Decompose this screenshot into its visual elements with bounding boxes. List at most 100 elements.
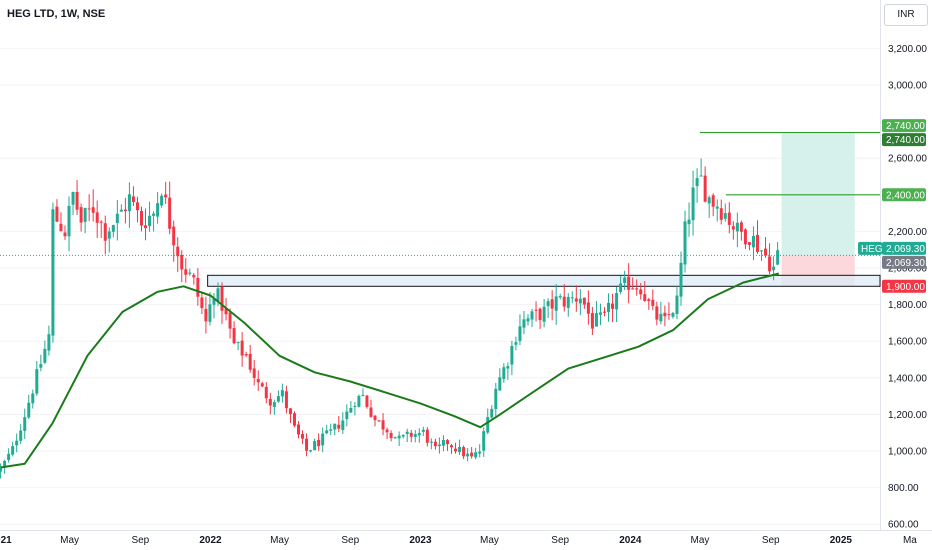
candle-up <box>494 388 498 410</box>
candle-up <box>188 272 192 274</box>
candle-up <box>51 209 55 336</box>
candle-up <box>546 301 550 307</box>
candle-down <box>586 302 590 314</box>
candle-down <box>292 413 296 426</box>
candle-up <box>522 319 526 328</box>
candle-down <box>103 223 107 241</box>
time-axis-tick-label: May <box>270 535 289 546</box>
candle-down <box>739 222 743 232</box>
candle-up <box>27 402 31 418</box>
candle-down <box>260 383 264 387</box>
symbol-tag-label: HEG <box>861 244 883 255</box>
candle-up <box>47 334 51 351</box>
candle-down <box>204 308 208 322</box>
candle-up <box>466 453 470 457</box>
candle-down <box>534 309 538 311</box>
candle-up <box>598 312 602 315</box>
candle-up <box>216 288 220 301</box>
candle-down <box>450 445 454 448</box>
target-lines-layer <box>699 131 880 196</box>
time-axis-tick-label: Sep <box>131 535 149 546</box>
candle-up <box>23 417 27 431</box>
candle-down <box>454 448 458 452</box>
candle-down <box>647 299 651 302</box>
candle-up <box>272 402 276 408</box>
time-axis[interactable]: 2021 May Sep 2022 May Sep 2023 May Sep 2024 May Sep… <box>0 535 917 546</box>
candle-up <box>152 213 156 216</box>
candle-up <box>478 451 482 454</box>
candles-layer <box>0 158 780 479</box>
candle-down <box>224 308 228 315</box>
candle-up <box>15 440 19 446</box>
candle-up <box>683 221 687 265</box>
candle-down <box>711 195 715 207</box>
candle-down <box>144 225 148 229</box>
candle-up <box>39 364 43 368</box>
candle-down <box>433 441 437 447</box>
price-axis-tick-label: 1,000.00 <box>888 447 927 458</box>
time-axis-tick-label: Ma <box>903 535 917 546</box>
candle-up <box>699 175 703 177</box>
candle-down <box>91 207 95 213</box>
candle-up <box>361 394 365 396</box>
candle-down <box>667 314 671 316</box>
time-axis-tick-label: 2024 <box>619 535 642 546</box>
candle-up <box>526 318 530 322</box>
candle-up <box>510 345 514 365</box>
currency-selector[interactable]: INR <box>884 4 928 26</box>
candle-down <box>87 208 91 210</box>
price-tag-label: 2,069.30 <box>886 244 925 255</box>
candle-down <box>284 391 288 409</box>
time-axis-tick-label: 2023 <box>409 535 432 546</box>
price-axis-tick-label: 2,000.00 <box>888 264 927 275</box>
candle-down <box>602 311 606 313</box>
candle-up <box>345 411 349 420</box>
candle-down <box>297 424 301 435</box>
candle-up <box>502 367 506 380</box>
candle-down <box>550 299 554 309</box>
candle-down <box>256 378 260 383</box>
candle-up <box>357 395 361 407</box>
price-tag-label: 2,740.00 <box>886 135 925 146</box>
price-axis[interactable]: 600.00 800.00 1,000.00 1,200.00 1,400.00 1,60… <box>888 44 927 531</box>
candle-down <box>703 175 707 202</box>
candle-up <box>115 213 119 224</box>
candle-down <box>663 312 667 317</box>
candle-down <box>764 248 768 256</box>
candle-down <box>337 424 341 429</box>
price-tag <box>882 241 926 255</box>
candle-up <box>127 194 131 212</box>
time-axis-tick-label: May <box>691 535 710 546</box>
candle-up <box>542 306 546 322</box>
candle-up <box>236 341 240 343</box>
time-axis-tick-label: 2021 <box>0 535 12 546</box>
candle-down <box>651 299 655 306</box>
candle-up <box>619 283 623 292</box>
candle-up <box>607 302 611 312</box>
candle-down <box>631 288 635 290</box>
candle-down <box>180 255 184 270</box>
candle-up <box>83 207 87 222</box>
candle-up <box>486 417 490 433</box>
candle-down <box>562 296 566 307</box>
candle-up <box>280 390 284 397</box>
time-axis-tick-label: 2022 <box>199 535 222 546</box>
candle-up <box>148 215 152 227</box>
candle-up <box>570 297 574 299</box>
candle-up <box>776 250 780 265</box>
candle-down <box>385 429 389 433</box>
time-axis-tick-label: Sep <box>341 535 359 546</box>
candle-up <box>0 467 3 472</box>
candle-down <box>582 297 586 305</box>
price-tag-label: 2,740.00 <box>886 121 925 132</box>
candle-down <box>244 354 248 356</box>
candle-down <box>184 269 188 275</box>
candle-up <box>530 311 534 320</box>
candle-down <box>470 452 474 457</box>
candle-down <box>176 246 180 257</box>
candle-down <box>365 395 369 407</box>
zones-layer <box>0 0 932 531</box>
candle-up <box>772 266 776 271</box>
candle-down <box>425 429 429 443</box>
